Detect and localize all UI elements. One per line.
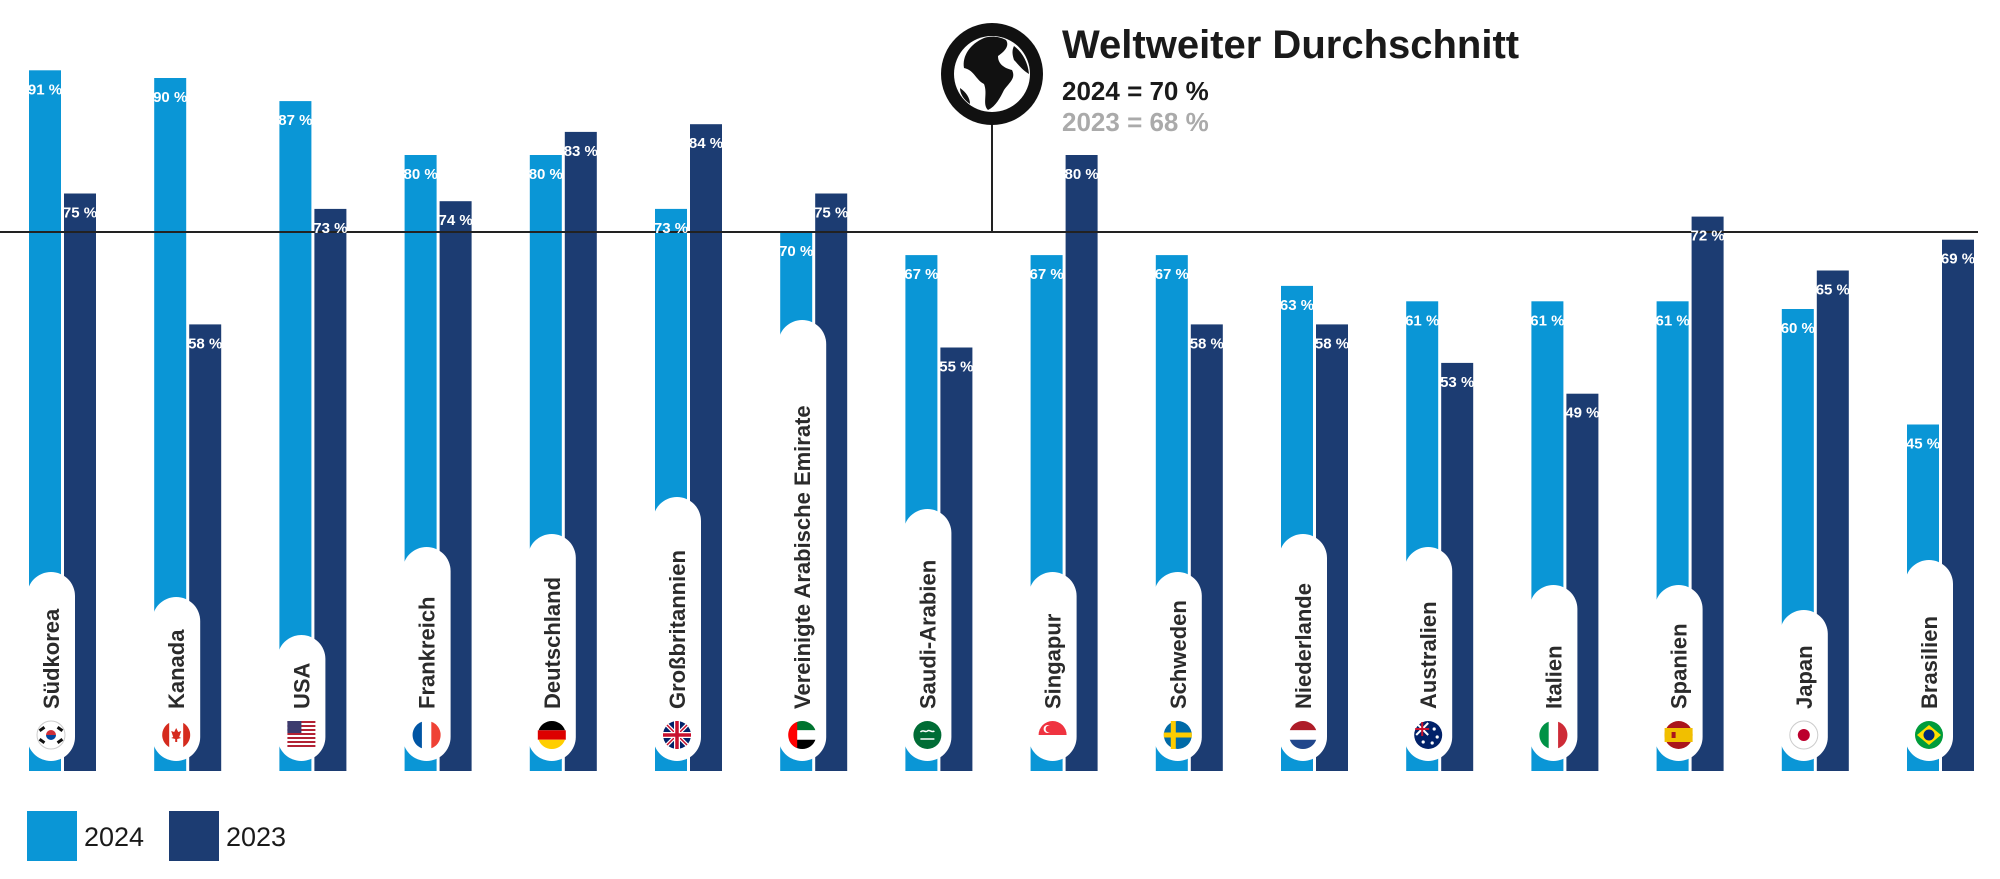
country-label-kanada: Kanada <box>164 629 189 709</box>
country-label-deutschland: Deutschland <box>540 577 565 709</box>
value-label-2024-suedkorea: 91 % <box>28 81 62 98</box>
country-label-frankreich: Frankreich <box>415 597 440 710</box>
country-label-italien: Italien <box>1541 645 1566 709</box>
value-label-2024-usa: 87 % <box>278 112 312 129</box>
brazil-flag-icon <box>1915 721 1943 749</box>
value-label-2023-usa: 73 % <box>313 220 347 237</box>
value-label-2023-brasilien: 69 % <box>1941 251 1975 268</box>
uk-flag-icon <box>663 721 691 749</box>
sweden-flag-icon <box>1163 721 1192 749</box>
italy-flag-icon <box>1539 721 1568 749</box>
legend-swatch-2024 <box>27 811 77 861</box>
value-label-2024-schweden: 67 % <box>1155 266 1189 283</box>
country-badge-australien: Australien <box>1404 547 1453 761</box>
value-label-2024-kanada: 90 % <box>153 89 187 106</box>
globe-icon <box>941 23 1043 125</box>
value-label-2024-japan: 60 % <box>1781 320 1815 337</box>
value-label-2024-spanien: 61 % <box>1655 312 1689 329</box>
country-label-vereinigte-arabische-emirate: Vereinigte Arabische Emirate <box>790 405 815 709</box>
value-label-2023-deutschland: 83 % <box>564 143 598 160</box>
country-label-japan: Japan <box>1792 645 1817 709</box>
country-label-schweden: Schweden <box>1166 600 1191 709</box>
country-badge-kanada: Kanada <box>152 597 201 761</box>
country-badge-singapur: Singapur <box>1028 572 1077 761</box>
south-korea-flag-icon <box>36 720 66 750</box>
country-badge-usa: USA <box>277 635 326 761</box>
value-label-2023-grossbritannien: 84 % <box>689 135 723 152</box>
country-label-niederlande: Niederlande <box>1291 583 1316 709</box>
country-label-usa: USA <box>289 662 314 709</box>
value-label-2023-frankreich: 74 % <box>438 212 472 229</box>
value-label-2024-singapur: 67 % <box>1029 266 1063 283</box>
value-label-2024-vereinigte-arabische-emirate: 70 % <box>779 243 813 260</box>
value-label-2023-italien: 49 % <box>1565 405 1599 422</box>
average-title: Weltweiter Durchschnitt <box>1062 23 1519 67</box>
country-badge-spanien: Spanien <box>1654 585 1703 761</box>
country-label-grossbritannien: Großbritannien <box>665 550 690 709</box>
spain-flag-icon <box>1664 721 1693 749</box>
value-label-2024-deutschland: 80 % <box>529 166 563 183</box>
country-badge-brasilien: Brasilien <box>1905 560 1953 761</box>
country-badge-italien: Italien <box>1529 585 1578 761</box>
country-label-australien: Australien <box>1416 601 1441 709</box>
country-label-singapur: Singapur <box>1041 613 1066 709</box>
country-badge-niederlande: Niederlande <box>1279 534 1327 761</box>
canada-flag-icon <box>162 721 191 749</box>
average-2024-value: 2024 = 70 % <box>1062 76 1209 106</box>
singapore-flag-icon <box>1038 721 1067 749</box>
country-badge-japan: Japan <box>1779 610 1828 761</box>
value-label-2024-italien: 61 % <box>1530 312 1564 329</box>
value-label-2023-schweden: 58 % <box>1190 335 1224 352</box>
uae-flag-icon <box>788 720 817 750</box>
value-label-2023-kanada: 58 % <box>188 335 222 352</box>
usa-flag-icon <box>287 721 316 749</box>
legend-label-2024: 2024 <box>84 822 144 852</box>
value-label-2023-spanien: 72 % <box>1690 228 1724 245</box>
saudi-arabia-flag-icon <box>913 721 942 749</box>
value-label-2024-australien: 61 % <box>1405 312 1439 329</box>
value-label-2024-frankreich: 80 % <box>403 166 437 183</box>
value-label-2024-saudi-arabien: 67 % <box>904 266 938 283</box>
average-2023-value: 2023 = 68 % <box>1062 107 1209 137</box>
country-badge-schweden: Schweden <box>1153 572 1202 761</box>
country-label-brasilien: Brasilien <box>1917 616 1942 709</box>
country-badge-vereinigte-arabische-emirate: Vereinigte Arabische Emirate <box>778 320 827 761</box>
japan-flag-icon <box>1789 720 1819 750</box>
country-badge-frankreich: Frankreich <box>402 547 451 761</box>
value-label-2023-vereinigte-arabische-emirate: 75 % <box>814 205 848 222</box>
legend-label-2023: 2023 <box>226 822 286 852</box>
country-badge-saudi-arabien: Saudi-Arabien <box>903 509 952 761</box>
average-callout: Weltweiter Durchschnitt 2024 = 70 % 2023… <box>941 23 1519 137</box>
value-label-2023-singapur: 80 % <box>1064 166 1098 183</box>
value-label-2023-niederlande: 58 % <box>1315 335 1349 352</box>
netherlands-flag-icon <box>1289 720 1317 750</box>
chart-legend: 2024 2023 <box>27 811 286 861</box>
value-label-2024-niederlande: 63 % <box>1280 297 1314 314</box>
country-label-saudi-arabien: Saudi-Arabien <box>915 560 940 709</box>
value-label-2024-brasilien: 45 % <box>1906 436 1940 453</box>
value-label-2023-australien: 53 % <box>1440 374 1474 391</box>
germany-flag-icon <box>537 720 566 750</box>
legend-swatch-2023 <box>169 811 219 861</box>
country-label-suedkorea: Südkorea <box>39 608 64 709</box>
country-badge-grossbritannien: Großbritannien <box>653 497 701 761</box>
australia-flag-icon <box>1414 721 1443 749</box>
value-label-2023-suedkorea: 75 % <box>63 205 97 222</box>
country-badge-suedkorea: Südkorea <box>27 572 75 761</box>
value-label-2024-grossbritannien: 73 % <box>654 220 688 237</box>
country-label-spanien: Spanien <box>1667 623 1692 709</box>
value-label-2023-saudi-arabien: 55 % <box>939 359 973 376</box>
france-flag-icon <box>412 721 441 749</box>
country-badge-deutschland: Deutschland <box>527 534 576 761</box>
value-label-2023-japan: 65 % <box>1816 282 1850 299</box>
